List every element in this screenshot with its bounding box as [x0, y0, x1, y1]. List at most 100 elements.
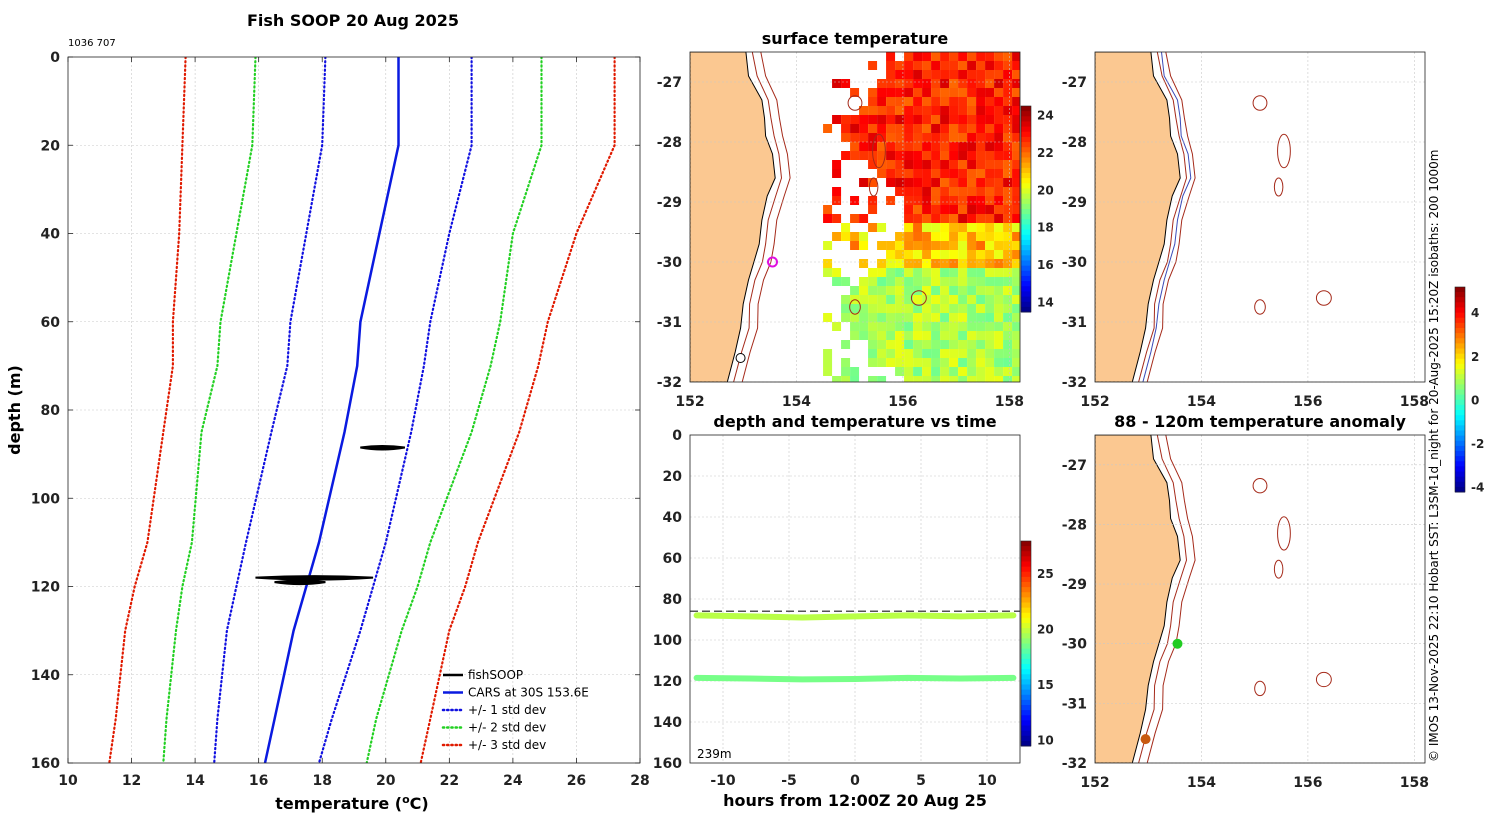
x-tick-label: 10 [58, 773, 78, 789]
colorbar-segment [1021, 602, 1031, 609]
sst-pixel [967, 367, 977, 376]
sst-pixel [940, 205, 950, 214]
colorbar-segment [1455, 389, 1465, 396]
sst-pixel [868, 358, 878, 367]
sst-pixel [1012, 358, 1020, 367]
fishsoop-cluster [274, 579, 326, 586]
lon-tick-label: 154 [1187, 394, 1216, 410]
sst-pixel [985, 106, 995, 115]
sst-pixel [976, 331, 986, 340]
sst-pixel [985, 160, 995, 169]
bathy-map-frame [1094, 51, 1426, 383]
sst-pixel [967, 70, 977, 79]
sst-pixel [895, 268, 905, 277]
sst-pixel [949, 331, 959, 340]
sst-pixel [994, 106, 1004, 115]
sst-pixel [976, 286, 986, 295]
sst-pixel [823, 268, 833, 277]
sst-pixel [922, 52, 932, 61]
sst-pixel [913, 358, 923, 367]
colorbar-tick-label: 22 [1037, 146, 1054, 160]
sst-pixel [922, 313, 932, 322]
sst-pixel [940, 169, 950, 178]
sst-pixel [967, 124, 977, 133]
colorbar-segment [1021, 167, 1031, 174]
colorbar-segment [1021, 658, 1031, 665]
lon-tick-label: 156 [1293, 394, 1322, 410]
sst-pixel [1003, 205, 1013, 214]
sst-pixel [994, 52, 1004, 61]
colorbar-tick-label: 14 [1037, 296, 1054, 310]
sst-pixel [841, 232, 851, 241]
sst-pixel [868, 124, 878, 133]
sst-pixel [922, 349, 932, 358]
colorbar-tick-label: 24 [1037, 108, 1054, 122]
sst-pixel [904, 187, 914, 196]
sst-pixel [985, 70, 995, 79]
sst-pixel [904, 313, 914, 322]
sst-pixel [859, 331, 869, 340]
sst-pixel [886, 304, 896, 313]
sst-pixel [904, 358, 914, 367]
sst-pixel [868, 340, 878, 349]
sst-pixel [904, 241, 914, 250]
sst-pixel [931, 160, 941, 169]
sst-pixel [949, 250, 959, 259]
anomaly-map-title: 88 - 120m temperature anomaly [1114, 412, 1406, 431]
sst-pixel [886, 259, 896, 268]
colorbar-segment [1021, 142, 1031, 148]
sst-pixel [877, 340, 887, 349]
sst-pixel [967, 79, 977, 88]
sst-pixel [877, 124, 887, 133]
sst-pixel [922, 268, 932, 277]
sst-pixel [904, 52, 914, 61]
sst-pixel [931, 358, 941, 367]
colorbar-segment [1021, 126, 1031, 133]
lat-tick-label: -30 [1062, 255, 1088, 271]
y-tick-label: 20 [41, 138, 61, 154]
sst-pixel [904, 223, 914, 232]
sst-pixel [940, 79, 950, 88]
colorbar-segment [1021, 720, 1031, 726]
sst-pixel [877, 133, 887, 142]
sst-pixel [931, 367, 941, 376]
sst-pixel [994, 286, 1004, 295]
sst-pixel [877, 223, 887, 232]
sst-pixel [931, 295, 941, 304]
sst-pixel [985, 349, 995, 358]
colorbar-segment [1021, 633, 1031, 639]
sst-pixel [868, 268, 878, 277]
sst-pixel [877, 241, 887, 250]
sst-pixel [922, 160, 932, 169]
sst-pixel [976, 250, 986, 259]
sst-pixel [976, 187, 986, 196]
sst-pixel [1003, 187, 1013, 196]
colorbar-segment [1455, 297, 1465, 303]
sst-pixel [994, 169, 1004, 178]
colorbar-segment [1021, 669, 1031, 675]
sst-pixel [940, 187, 950, 196]
sst-pixel [1012, 97, 1020, 106]
sst-pixel [958, 70, 968, 79]
x-tick-label: 18 [312, 773, 331, 789]
sst-pixel [823, 241, 833, 250]
std-dev-line [317, 57, 473, 763]
sst-pixel [859, 106, 869, 115]
sst-pixel [832, 214, 842, 223]
sst-pixel [922, 286, 932, 295]
y-tick-label: 120 [653, 674, 682, 690]
sst-pixel [985, 277, 995, 286]
anomaly-colorbar: 4 2 0 -2 -4 [1454, 286, 1484, 495]
sst-pixel [1003, 214, 1013, 223]
sst-pixel [850, 115, 860, 124]
colorbar-segment [1021, 582, 1031, 588]
sst-pixel [949, 115, 959, 124]
colorbar-segment [1021, 551, 1031, 557]
sst-pixel [967, 187, 977, 196]
sst-colorbar: 24 22 20 18 16 14 [1020, 105, 1054, 313]
sst-pixel [976, 196, 986, 205]
sst-pixel [994, 331, 1004, 340]
sst-pixel [931, 232, 941, 241]
sst-pixel [841, 340, 851, 349]
